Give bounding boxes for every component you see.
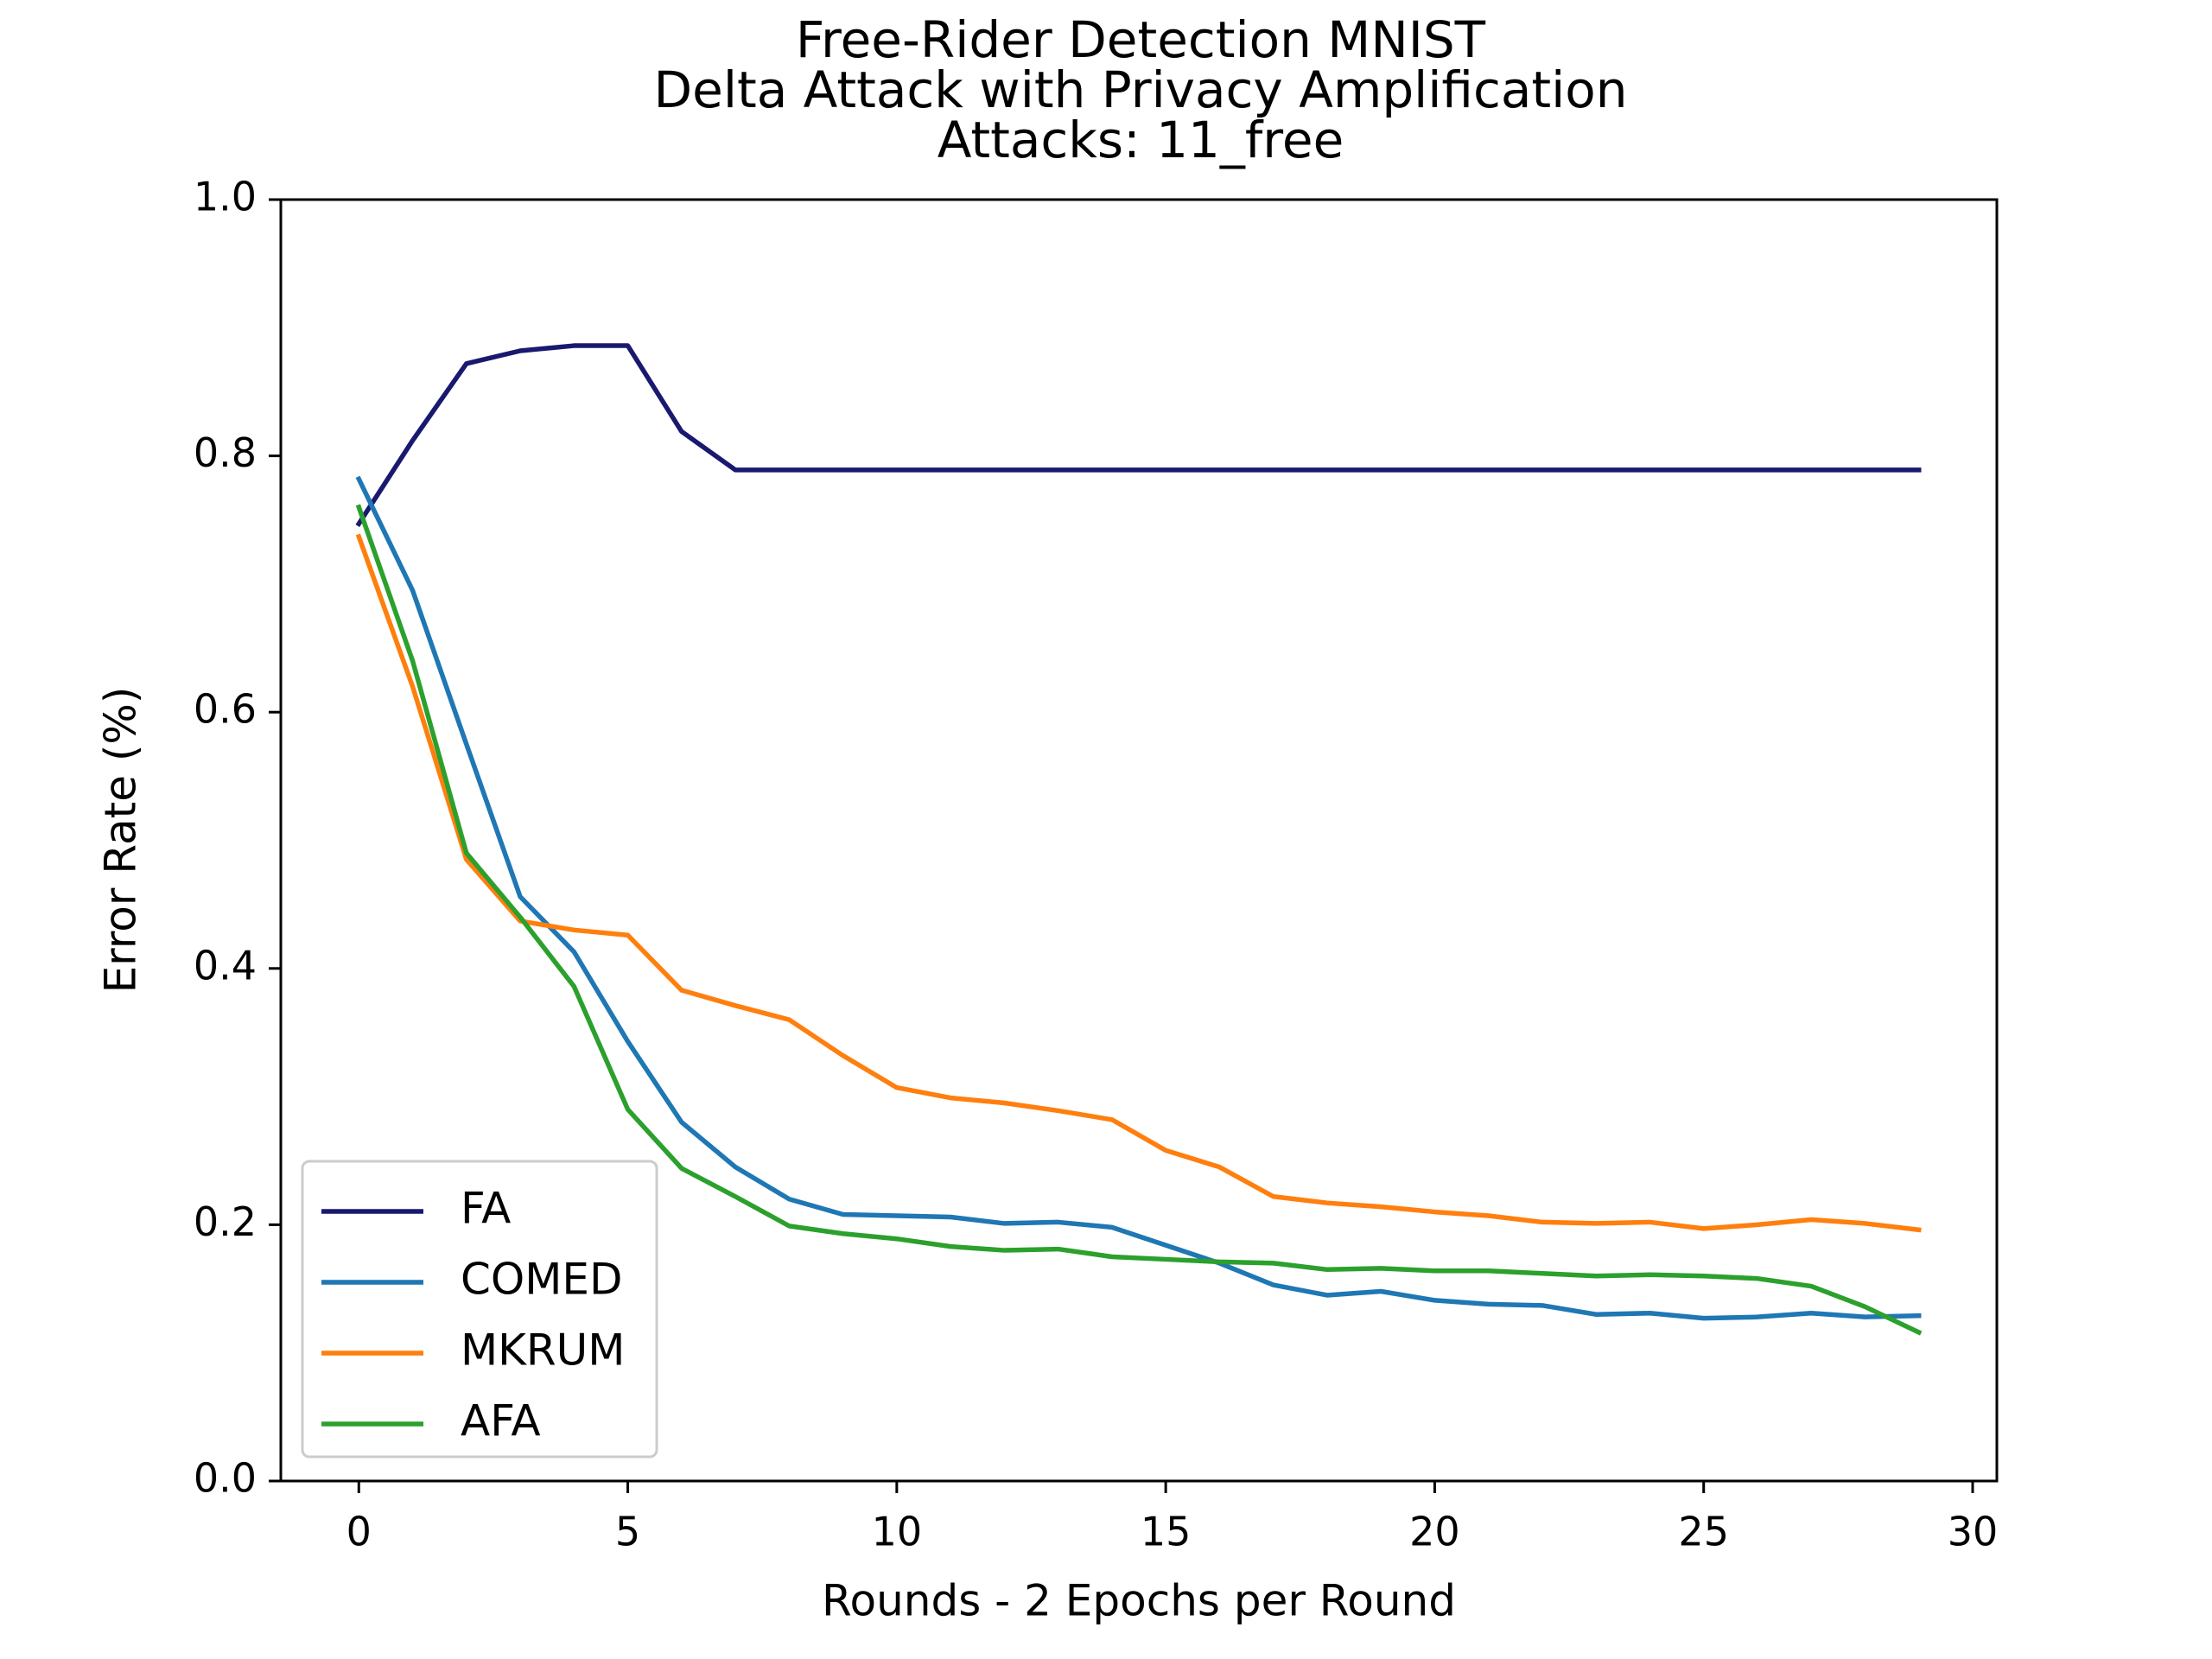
x-tick-label: 25 <box>1678 1509 1729 1555</box>
chart-title-line-3: Attacks: 11_free <box>938 111 1344 169</box>
x-tick-label: 10 <box>872 1509 923 1555</box>
y-tick-label: 0.2 <box>194 1198 257 1245</box>
y-tick-label: 0.4 <box>194 942 257 988</box>
legend-label-fa: FA <box>461 1184 511 1234</box>
x-axis-label: Rounds - 2 Epochs per Round <box>822 1576 1456 1626</box>
y-tick-label: 0.6 <box>194 686 257 733</box>
chart-title-line-2: Delta Attack with Privacy Amplification <box>654 60 1628 119</box>
legend-label-mkrum: MKRUM <box>461 1325 625 1376</box>
legend-box <box>301 1160 658 1459</box>
x-tick-label: 0 <box>346 1509 372 1555</box>
x-axis: 0 5 10 15 20 25 30 <box>346 1481 1999 1555</box>
x-tick-label: 20 <box>1409 1509 1460 1555</box>
y-axis-label: Error Rate (%) <box>96 687 146 994</box>
y-tick-label: 0.8 <box>194 429 257 476</box>
y-tick-label: 0.0 <box>194 1455 257 1502</box>
x-tick-label: 5 <box>615 1509 640 1555</box>
chart-title: Free-Rider Detection MNIST Delta Attack … <box>654 10 1628 169</box>
x-tick-label: 30 <box>1948 1509 1999 1555</box>
legend: FA COMED MKRUM AFA <box>301 1160 658 1459</box>
series-line-comed <box>355 475 1922 1321</box>
y-tick-label: 1.0 <box>194 174 257 220</box>
series-layer <box>355 343 1923 1336</box>
legend-label-comed: COMED <box>461 1255 623 1305</box>
series-line-mkrum <box>355 533 1922 1233</box>
plot-frame <box>279 198 1999 1483</box>
legend-label-afa: AFA <box>461 1396 541 1446</box>
y-axis: 0.0 0.2 0.4 0.6 0.8 1.0 <box>194 174 281 1502</box>
chart-title-line-1: Free-Rider Detection MNIST <box>796 10 1486 69</box>
x-tick-label: 15 <box>1141 1509 1192 1555</box>
series-line-afa <box>355 504 1923 1336</box>
series-line-fa <box>355 343 1922 528</box>
